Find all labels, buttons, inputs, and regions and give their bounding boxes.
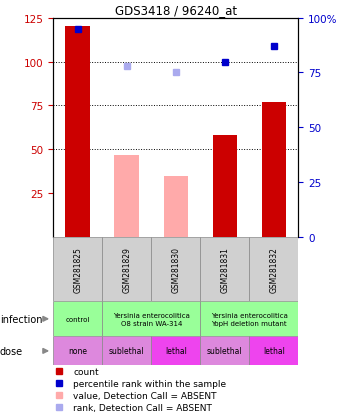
Bar	[213, 136, 237, 237]
Text: percentile rank within the sample: percentile rank within the sample	[73, 379, 227, 388]
Text: count: count	[73, 367, 99, 376]
Bar	[200, 237, 249, 301]
Bar	[151, 237, 200, 301]
Text: none: none	[68, 347, 87, 356]
Bar	[249, 337, 298, 366]
Bar	[115, 155, 139, 237]
Text: Yersinia enterocolitica
O8 strain WA-314: Yersinia enterocolitica O8 strain WA-314	[113, 312, 190, 326]
Text: GSM281829: GSM281829	[122, 247, 131, 292]
Text: GSM281825: GSM281825	[73, 247, 82, 292]
Bar	[102, 301, 200, 337]
Bar	[262, 103, 286, 237]
Text: control: control	[66, 316, 90, 322]
Bar	[53, 337, 102, 366]
Bar	[249, 237, 298, 301]
Text: sublethal: sublethal	[109, 347, 144, 356]
Bar	[102, 337, 151, 366]
Text: lethal: lethal	[263, 347, 285, 356]
Text: GSM281832: GSM281832	[269, 247, 279, 292]
Bar	[200, 337, 249, 366]
Text: value, Detection Call = ABSENT: value, Detection Call = ABSENT	[73, 391, 217, 400]
Bar	[53, 301, 102, 337]
Bar	[66, 27, 90, 237]
Text: rank, Detection Call = ABSENT: rank, Detection Call = ABSENT	[73, 403, 212, 411]
Bar	[164, 176, 188, 237]
Text: Yersinia enterocolitica
YopH deletion mutant: Yersinia enterocolitica YopH deletion mu…	[211, 312, 288, 326]
Bar	[53, 237, 102, 301]
Text: dose: dose	[0, 346, 23, 356]
Title: GDS3418 / 96240_at: GDS3418 / 96240_at	[115, 5, 237, 17]
Text: GSM281831: GSM281831	[220, 247, 229, 292]
Text: lethal: lethal	[165, 347, 187, 356]
Bar	[200, 301, 298, 337]
Text: sublethal: sublethal	[207, 347, 243, 356]
Bar	[102, 237, 151, 301]
Bar	[151, 337, 200, 366]
Text: infection: infection	[0, 314, 43, 324]
Text: GSM281830: GSM281830	[171, 247, 180, 292]
